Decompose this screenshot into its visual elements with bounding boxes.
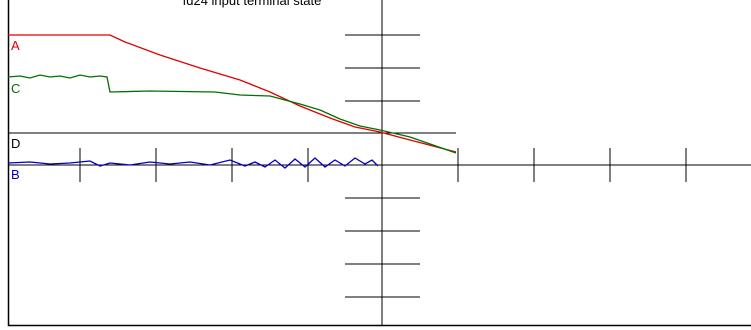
view-title: fd24 input terminal state — [183, 0, 322, 8]
trace-b — [7, 157, 379, 169]
trace-label: B — [11, 167, 20, 182]
trace-label: A — [11, 38, 20, 53]
trace-c — [7, 74, 457, 154]
trace-label: C — [11, 81, 20, 96]
frame — [7, 0, 751, 327]
axes — [8, 0, 751, 326]
trace-a — [8, 34, 457, 153]
trace-label: D — [11, 136, 20, 151]
